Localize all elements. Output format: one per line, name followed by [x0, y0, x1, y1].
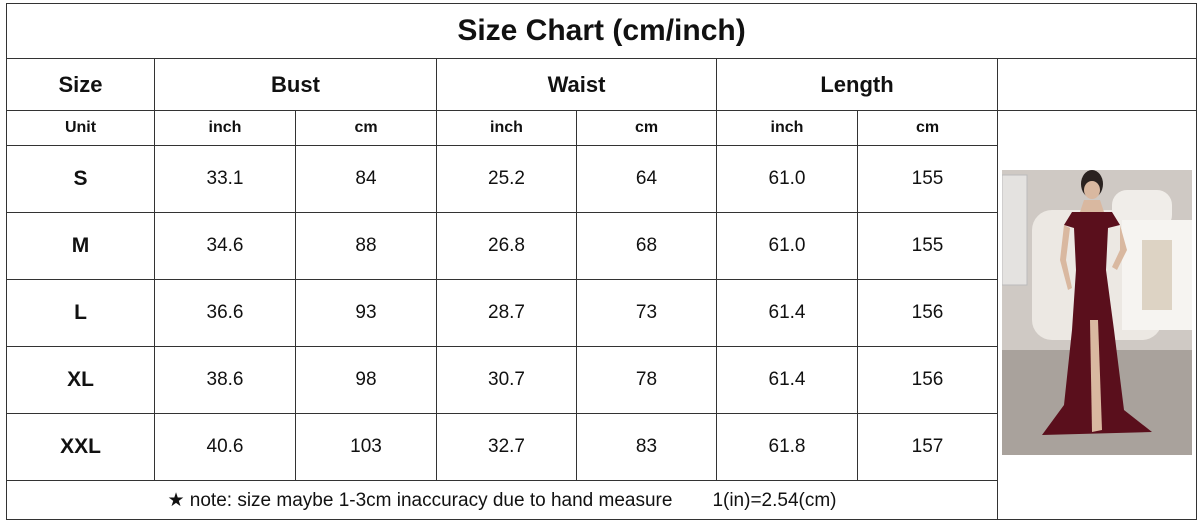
size-chart: Size Chart (cm/inch) Size Bust Waist Length U… [5, 3, 1198, 520]
unit-cell: inch [716, 110, 858, 146]
measurement-cell: 83 [576, 413, 717, 481]
title: Size Chart (cm/inch) [5, 3, 1198, 59]
size-cell: XXL [6, 413, 155, 481]
row: Unit inch cm inch cm inch cm [6, 110, 1198, 520]
product-photo [1001, 170, 1192, 455]
note-text: ★ note: size maybe 1-3cm inaccuracy due … [167, 489, 673, 511]
measurement-cell: 26.8 [436, 212, 577, 280]
measurement-cell: 157 [857, 413, 998, 481]
unit-cell: cm [576, 110, 717, 146]
blank-cell [996, 58, 1198, 111]
product-photo-cell [996, 110, 1198, 520]
measurement-cell: 61.4 [716, 279, 858, 347]
measurement-cell: 32.7 [436, 413, 577, 481]
column-header: Bust [154, 58, 437, 111]
measurement-cell: 156 [857, 279, 998, 347]
measurement-cell: 156 [857, 346, 998, 414]
measurement-cell: 103 [295, 413, 437, 481]
size-cell: L [6, 279, 155, 347]
measurement-cell: 38.6 [154, 346, 296, 414]
measurement-cell: 34.6 [154, 212, 296, 280]
measurement-cell: 36.6 [154, 279, 296, 347]
unit-cell: inch [154, 110, 296, 146]
measurement-cell: 25.2 [436, 145, 577, 213]
measurement-cell: 84 [295, 145, 437, 213]
row: ★ note: size maybe 1-3cm inaccuracy due … [6, 480, 1197, 520]
size-cell: XL [6, 346, 155, 414]
row: XXL 40.6 103 32.7 83 61.8 157 [6, 413, 1197, 481]
column-header: Size [6, 58, 155, 111]
measurement-cell: 155 [857, 212, 998, 280]
row: Size Chart (cm/inch) [5, 3, 1198, 59]
measurement-cell: 155 [857, 145, 998, 213]
measurement-cell: 64 [576, 145, 717, 213]
measurement-cell: 88 [295, 212, 437, 280]
note-cell: ★ note: size maybe 1-3cm inaccuracy due … [6, 480, 998, 520]
conversion-text: 1(in)=2.54(cm) [712, 489, 837, 511]
measurement-cell: 40.6 [154, 413, 296, 481]
measurement-cell: 33.1 [154, 145, 296, 213]
row: M 34.6 88 26.8 68 61.0 155 [6, 212, 1197, 280]
measurement-cell: 68 [576, 212, 717, 280]
unit-cell: Unit [6, 110, 155, 146]
column-header: Length [716, 58, 998, 111]
row: L 36.6 93 28.7 73 61.4 156 [6, 279, 1197, 347]
measurement-cell: 73 [576, 279, 717, 347]
measurement-cell: 61.8 [716, 413, 858, 481]
measurement-cell: 30.7 [436, 346, 577, 414]
unit-cell: cm [295, 110, 437, 146]
size-cell: S [6, 145, 155, 213]
measurement-cell: 61.4 [716, 346, 858, 414]
row: Size Bust Waist Length [6, 58, 1198, 111]
unit-cell: cm [857, 110, 998, 146]
measurement-cell: 61.0 [716, 145, 858, 213]
measurement-cell: 98 [295, 346, 437, 414]
size-cell: M [6, 212, 155, 280]
measurement-cell: 78 [576, 346, 717, 414]
measurement-cell: 28.7 [436, 279, 577, 347]
unit-cell: inch [436, 110, 577, 146]
measurement-cell: 93 [295, 279, 437, 347]
column-header: Waist [436, 58, 717, 111]
measurement-cell: 61.0 [716, 212, 858, 280]
